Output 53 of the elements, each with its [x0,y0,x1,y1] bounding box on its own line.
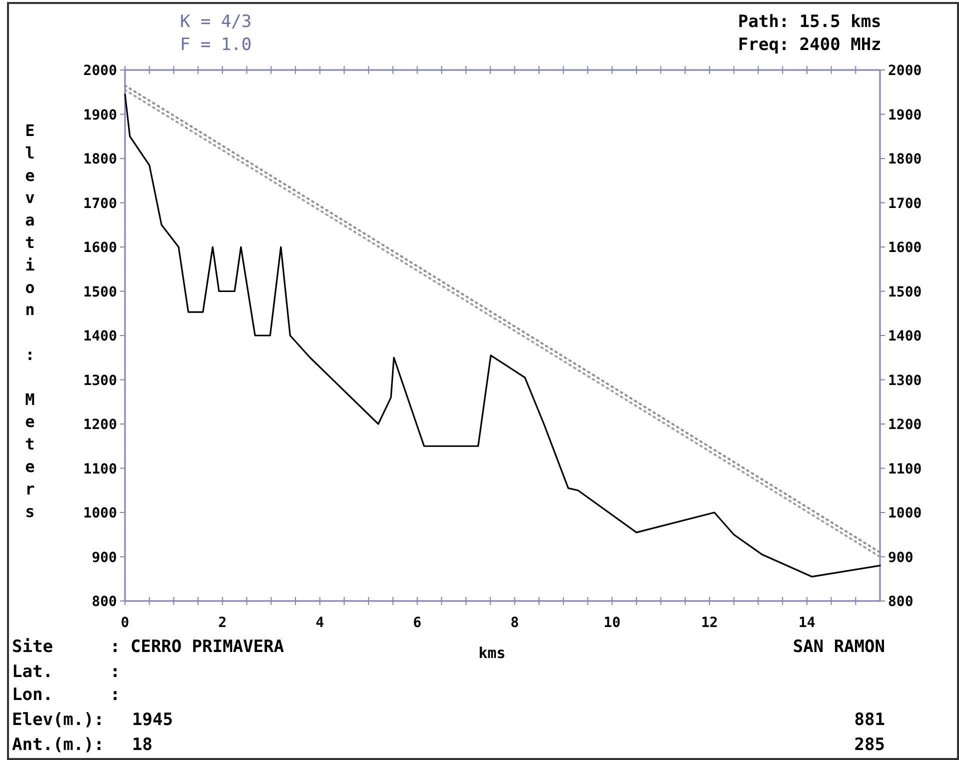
y2-tick-label: 1600 [888,240,922,256]
y-tick-label: 1900 [83,107,117,124]
x-tick-label: 10 [604,615,621,631]
y-tick-label: 1600 [83,240,117,256]
y2-tick-label: 1500 [888,284,922,300]
y2-tick-label: 1900 [888,107,922,124]
y-tick-label: 800 [92,594,117,610]
text: Lat. [12,662,53,682]
text: Elev(m.): [12,710,104,730]
y-tick-label: 1700 [83,196,117,212]
y-tick-label: 900 [92,550,117,566]
x-tick-label: 8 [510,615,519,631]
y2-tick-label: 1700 [888,196,922,212]
text: : CERRO PRIMAVERA [110,637,284,657]
y-tick-label: 1500 [83,284,117,300]
y-tick-label: 1400 [83,328,117,344]
text: 285 [854,735,885,755]
text: SAN RAMON [792,637,885,657]
y2-tick-label: 1000 [888,506,922,522]
text: Lon. [12,685,53,705]
text: Path: 15.5 kms [738,12,882,32]
text: Elevation : Meters [25,121,35,521]
y2-tick-label: 1400 [888,328,922,344]
text: Ant.(m.): [12,735,104,755]
text: : [110,685,120,705]
text: Freq: 2400 MHz [738,35,882,55]
y2-tick-label: 1100 [888,461,922,478]
y2-tick-label: 1800 [888,152,922,168]
text: : [110,662,120,682]
x-tick-label: 2 [218,615,227,631]
y2-tick-label: 2000 [888,63,922,79]
y-tick-label: 1000 [83,506,117,522]
text: 881 [854,710,885,730]
x-tick-label: 4 [316,615,324,631]
x-tick-label: 0 [120,615,130,631]
text: 1945 [132,710,173,730]
y-tick-label: 2000 [83,63,117,79]
y-tick-label: 1800 [83,152,117,168]
x-axis-title: kms [478,644,506,662]
y-tick-label: 1200 [83,417,117,433]
y2-tick-label: 1300 [888,372,922,389]
text: Site [12,637,53,657]
x-tick-label: 6 [413,615,422,631]
y2-tick-label: 800 [888,594,914,610]
text: 18 [132,735,152,755]
y2-tick-label: 900 [888,550,914,566]
y-tick-label: 1100 [83,461,117,478]
text: F = 1.0 [180,35,252,55]
text: K = 4/3 [180,12,252,32]
x-tick-label: 14 [798,615,816,631]
y2-tick-label: 1200 [888,417,922,433]
y-tick-label: 1300 [83,372,117,389]
x-tick-label: 12 [701,615,718,631]
